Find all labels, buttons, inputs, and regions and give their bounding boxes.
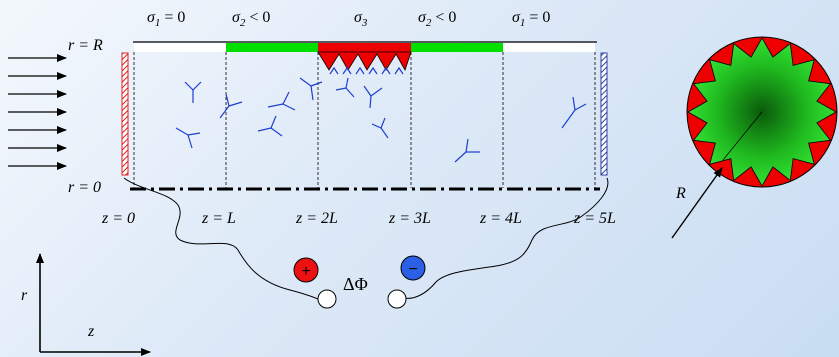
wall-segment-negative [411, 43, 503, 52]
terminal-negative [387, 289, 407, 309]
polymer-icon [299, 77, 323, 101]
z-label: z = 4L [479, 210, 522, 227]
negative-charge-icon [400, 255, 426, 281]
positive-charge-icon [293, 257, 319, 283]
polymer-icon [175, 127, 201, 149]
negative-sign: − [408, 261, 417, 278]
axial-position-labels: z = 0 z = L z = 2L z = 3L z = 4L z = 5L [101, 210, 616, 227]
polymer-icon [219, 93, 243, 119]
polymer-icon [267, 91, 296, 111]
electrode-icon [121, 52, 129, 176]
polymer-icon [454, 138, 480, 163]
wall-segment-uncharged [134, 43, 226, 52]
wall-segment-positive [318, 43, 411, 52]
channel-wall [133, 41, 597, 75]
polymer-icon [335, 77, 355, 98]
radius-label-bottom: r = 0 [68, 179, 101, 196]
sigma-label: σ1 = 0 [147, 9, 185, 29]
radius-line [722, 111, 763, 161]
polymer-icon [257, 115, 283, 137]
circuit-wires [123, 177, 609, 301]
z-label: z = 5L [573, 210, 616, 227]
segment-dividers [133, 52, 596, 188]
axis-label-r: r [21, 287, 28, 304]
wall-segment-negative [226, 43, 318, 52]
inflow-arrows [8, 54, 67, 170]
axis-label-z: z [87, 323, 95, 340]
z-label: z = L [201, 210, 236, 227]
z-label: z = 0 [101, 210, 135, 227]
terminal-positive [317, 289, 337, 309]
coordinate-axes: r z [21, 253, 151, 356]
z-label: z = 2L [295, 210, 338, 227]
z-label: z = 3L [388, 210, 431, 227]
polymer-icon [561, 96, 587, 129]
surface-charge-labels: σ1 = 0 σ2 < 0 σ3 σ2 < 0 σ1 = 0 [147, 9, 550, 29]
sigma-label: σ2 < 0 [418, 9, 456, 29]
radius-label: R [675, 185, 686, 202]
sigma-label: σ3 [354, 9, 368, 29]
positive-charge-teeth [317, 51, 412, 71]
sigma-label: σ2 < 0 [232, 9, 270, 29]
radius-arrow [671, 167, 723, 239]
polymer-icon [363, 85, 383, 109]
positive-sign: + [301, 263, 310, 280]
radius-label-top: r = R [68, 37, 103, 54]
polymer-icon [184, 81, 202, 103]
polymer-molecules [175, 77, 587, 163]
wall-segment-uncharged [503, 43, 595, 52]
sigma-label: σ1 = 0 [512, 9, 550, 29]
polymer-icon [371, 117, 389, 139]
potential-label: ΔΦ [343, 274, 368, 294]
channel-cross-section: R [671, 36, 838, 239]
electrode-icon [600, 52, 608, 176]
